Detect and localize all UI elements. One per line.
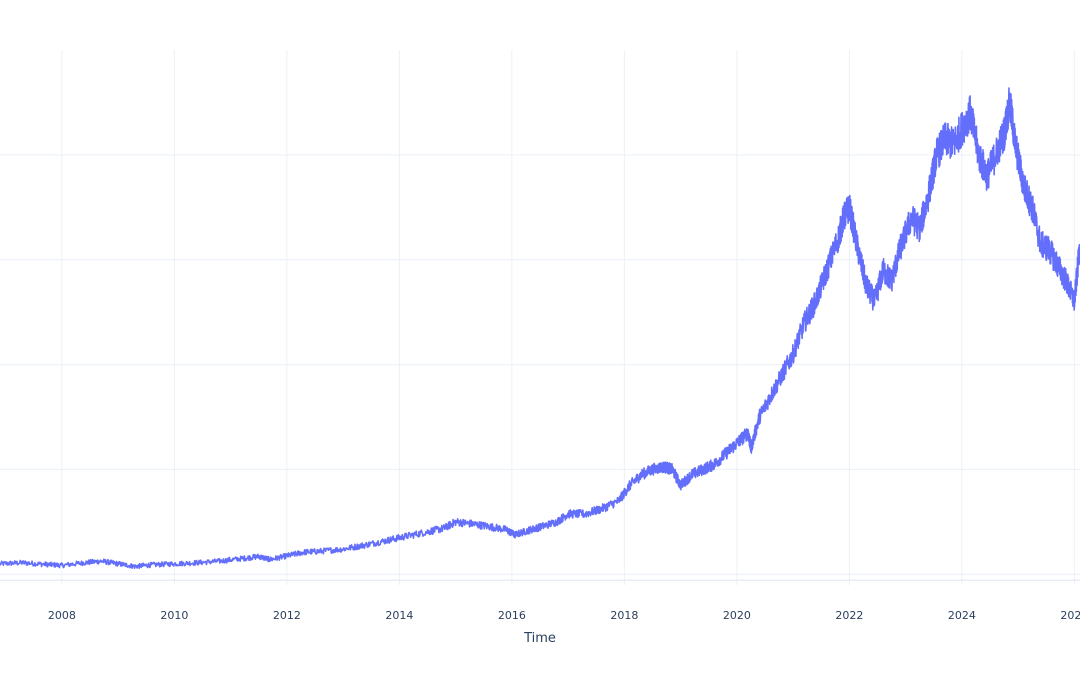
x-axis-title: Time xyxy=(523,631,556,646)
x-tick-label: 2022 xyxy=(835,609,863,622)
x-tick-label: 2012 xyxy=(273,609,301,622)
x-tick-label: 2026 xyxy=(1060,609,1080,622)
x-axis-ticks: 2008 2010 2012 2014 2016 2018 2020 2022 2024 2026 xyxy=(48,609,1080,622)
x-tick-label: 2024 xyxy=(948,609,976,622)
grid-lines xyxy=(0,50,1080,585)
x-tick-label: 2016 xyxy=(498,609,526,622)
x-tick-label: 2010 xyxy=(160,609,188,622)
x-tick-label: 2014 xyxy=(385,609,413,622)
x-tick-label: 2020 xyxy=(723,609,751,622)
x-tick-label: 2008 xyxy=(48,609,76,622)
series-layer xyxy=(0,87,1080,569)
series-line-0 xyxy=(0,87,1080,569)
x-tick-label: 2018 xyxy=(610,609,638,622)
